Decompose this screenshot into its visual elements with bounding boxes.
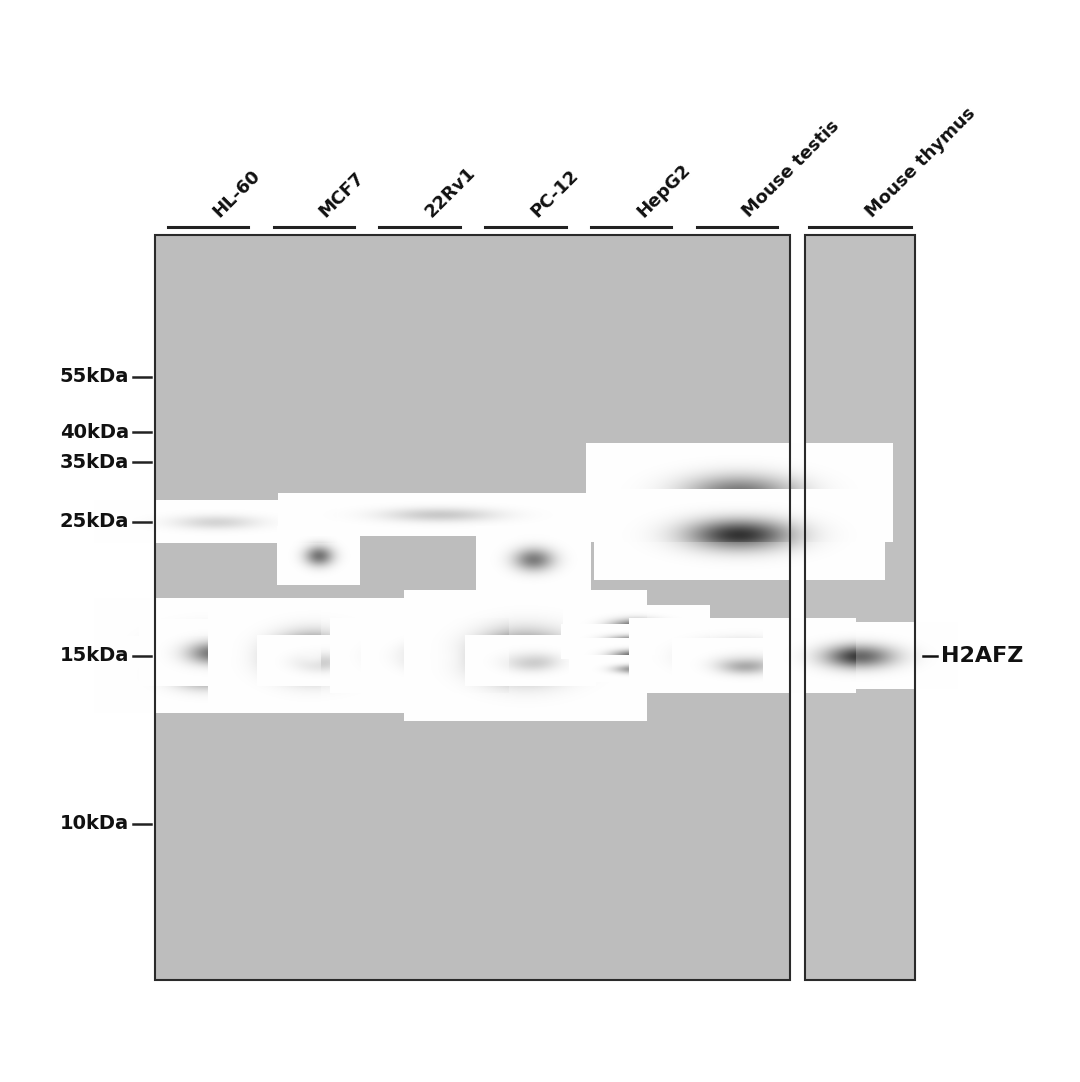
Text: HL-60: HL-60 [210, 167, 265, 221]
Text: HepG2: HepG2 [633, 160, 693, 221]
Text: 55kDa: 55kDa [59, 367, 129, 386]
Text: 15kDa: 15kDa [59, 646, 129, 665]
Text: 40kDa: 40kDa [59, 423, 129, 441]
Text: MCF7: MCF7 [315, 169, 368, 221]
Text: 10kDa: 10kDa [59, 814, 129, 833]
Bar [805, 235, 915, 980]
Text: Mouse thymus: Mouse thymus [862, 104, 978, 221]
Text: 22Rv1: 22Rv1 [421, 163, 478, 221]
Text: 35kDa: 35kDa [59, 452, 129, 472]
Text: Mouse testis: Mouse testis [739, 117, 842, 221]
Text: PC-12: PC-12 [527, 167, 582, 221]
Text: 25kDa: 25kDa [59, 512, 129, 531]
Bar [156, 235, 789, 980]
Text: H2AFZ: H2AFZ [941, 646, 1024, 665]
